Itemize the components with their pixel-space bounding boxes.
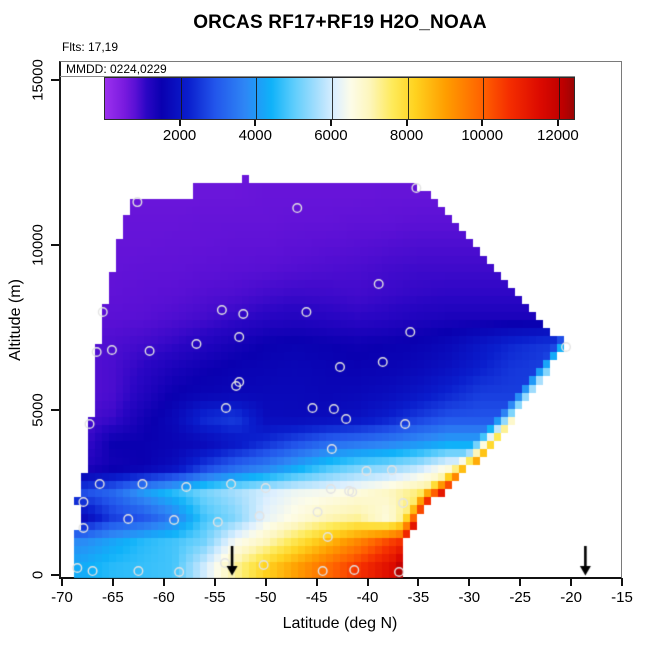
x-axis-tick (61, 578, 63, 586)
x-axis-tick-label: -70 (51, 589, 73, 606)
y-axis-tick-label: 10000 (29, 224, 47, 266)
x-axis-tick-label: -60 (153, 589, 175, 606)
x-axis-tick (417, 578, 420, 586)
colorbar-tick-line (407, 78, 409, 119)
heatmap-canvas (60, 62, 620, 579)
y-axis-tick-label: 5000 (29, 393, 47, 427)
colorbar-tick-label: 8000 (389, 127, 424, 144)
colorbar-tick-line (331, 78, 333, 119)
colorbar-tick (481, 119, 484, 126)
y-axis-tick-label: 15000 (29, 59, 47, 101)
y-axis-tick (51, 244, 59, 246)
x-axis-tick (468, 578, 471, 586)
x-axis-title: Latitude (deg N) (282, 615, 398, 632)
colorbar-tick (405, 119, 408, 126)
colorbar-tick-label: 2000 (162, 127, 197, 144)
colorbar-tick-line (558, 78, 560, 119)
x-axis-tick-label: -25 (509, 589, 532, 606)
colorbar (104, 77, 575, 120)
colorbar-tick-label: 12000 (537, 127, 579, 144)
colorbar-tick-label: 10000 (461, 127, 504, 144)
x-axis-tick (570, 578, 573, 586)
x-axis-tick (621, 578, 623, 586)
x-axis-tick-label: -20 (560, 589, 582, 606)
page-title: ORCAS RF17+RF19 H2O_NOAA (193, 12, 487, 33)
x-axis-tick-label: -50 (254, 589, 277, 606)
colorbar-tick-line (483, 78, 485, 119)
legend-divider (60, 76, 575, 77)
x-axis-tick-label: -55 (203, 589, 226, 606)
x-axis-tick (213, 578, 216, 586)
x-axis-tick (162, 578, 165, 586)
x-axis-tick-label: -65 (102, 589, 124, 606)
x-axis-tick (264, 578, 267, 586)
x-axis-tick (111, 578, 114, 586)
colorbar-tick (178, 119, 181, 126)
x-axis-tick-label: -35 (407, 589, 430, 606)
x-axis-tick-label: -40 (356, 589, 379, 606)
x-axis-tick-label: -45 (305, 589, 328, 606)
x-axis-tick-label: -30 (458, 589, 481, 606)
flights-note: Flts: 17,19 (62, 40, 119, 54)
colorbar-tick (556, 119, 559, 126)
colorbar-tick (329, 119, 332, 126)
colorbar-tick-label: 6000 (314, 127, 348, 144)
x-axis-tick-label: -15 (611, 589, 633, 606)
y-axis-tick (51, 409, 59, 411)
x-axis-tick (315, 578, 318, 586)
y-axis-tick (51, 79, 59, 81)
y-axis-title: Altitude (m) (7, 279, 24, 361)
x-axis-tick (366, 578, 369, 586)
y-axis-tick (51, 574, 59, 576)
colorbar-tick-label: 4000 (238, 127, 272, 144)
x-axis-tick (519, 578, 522, 586)
y-axis-tick-label: 0 (29, 570, 47, 580)
colorbar-tick (254, 119, 257, 126)
colorbar-tick-line (180, 78, 182, 119)
colorbar-tick-line (256, 78, 258, 119)
mmdd-note: MMDD: 0224,0229 (66, 62, 167, 76)
